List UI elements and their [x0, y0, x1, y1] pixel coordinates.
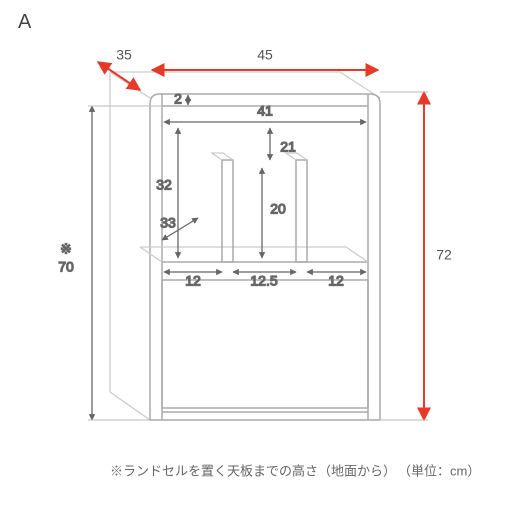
- dim-top-gap: 2: [174, 91, 182, 107]
- dim-left-h: 70: [58, 259, 74, 275]
- dim-slot-l: 12: [185, 273, 201, 289]
- dim-shelf-d: 33: [160, 215, 176, 231]
- dim-div-top: 21: [280, 139, 296, 155]
- variant-label: A: [18, 11, 32, 33]
- cabinet-drawing: [110, 72, 380, 420]
- dim-left-marker: ※: [60, 241, 72, 257]
- dim-slot-m: 12.5: [250, 273, 277, 289]
- dim-width: 45: [257, 47, 273, 63]
- dim-div-h: 20: [270, 201, 286, 217]
- unit-note: （単位：cm）: [398, 463, 480, 478]
- dim-depth: 35: [116, 47, 132, 63]
- dim-inner-w: 41: [257, 103, 273, 119]
- dim-right-h: 72: [436, 247, 452, 263]
- footnote: ※ランドセルを置く天板までの高さ（地面から）: [110, 463, 396, 478]
- dim-slot-r: 12: [328, 273, 344, 289]
- outer-dimensions: 35 45 72: [98, 47, 452, 420]
- inner-dimensions: 2 41 21 32 33 20 12 12.5 12 ※ 70: [58, 91, 366, 420]
- dim-inner-h: 32: [156, 177, 172, 193]
